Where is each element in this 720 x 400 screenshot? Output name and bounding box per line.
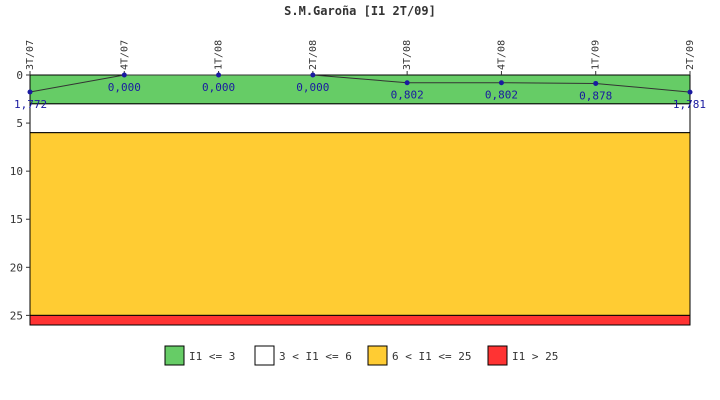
- y-tick-label: 25: [10, 309, 23, 322]
- x-tick-label: 3T/07: [25, 40, 36, 70]
- data-label: 0,000: [108, 81, 141, 94]
- legend-swatch: [487, 345, 508, 366]
- data-point: [593, 80, 599, 86]
- data-point: [216, 72, 222, 78]
- plot-frame: [29, 74, 691, 326]
- data-label: 0,000: [296, 81, 329, 94]
- legend: I1 <= 3 3 < I1 <= 6 6 < I1 <= 25 I1 > 25: [164, 345, 558, 366]
- y-tick-label: 5: [16, 117, 23, 130]
- y-axis: 0 5 10 15 20 25: [10, 69, 30, 322]
- data-label: 1,781: [673, 98, 706, 111]
- data-label: 0,000: [202, 81, 235, 94]
- legend-swatch: [367, 345, 388, 366]
- data-point: [404, 80, 410, 86]
- chart-title: S.M.Garoña [I1 2T/09]: [284, 4, 436, 18]
- plot-border: [29, 74, 691, 326]
- series-line: 1,772 0,000 0,000 0,000 0,802 0,802 0,878 1,781: [14, 72, 706, 111]
- band-3: [29, 314, 691, 326]
- x-axis: 3T/07 4T/07 1T/08 2T/08 3T/08 4T/08 1T/09 2T/09: [25, 40, 696, 75]
- data-point: [498, 80, 504, 86]
- data-label: 0,802: [485, 89, 518, 102]
- y-tick-label: 20: [10, 261, 23, 274]
- x-tick-label: 1T/09: [591, 40, 602, 70]
- legend-label: 6 < I1 <= 25: [392, 350, 471, 363]
- y-tick-label: 15: [10, 213, 23, 226]
- data-point: [27, 89, 33, 95]
- x-tick-label: 3T/08: [402, 40, 413, 70]
- legend-label: I1 <= 3: [189, 350, 235, 363]
- x-tick-label: 2T/08: [308, 40, 319, 70]
- data-point: [687, 89, 693, 95]
- data-label: 1,772: [14, 98, 47, 111]
- band-2: [29, 132, 691, 316]
- data-point: [310, 72, 316, 78]
- x-tick-label: 4T/07: [119, 40, 130, 70]
- legend-label: 3 < I1 <= 6: [279, 350, 352, 363]
- x-tick-label: 2T/09: [685, 40, 696, 70]
- y-tick-label: 10: [10, 165, 23, 178]
- x-tick-label: 4T/08: [496, 40, 507, 70]
- band-1: [29, 103, 691, 134]
- data-label: 0,878: [579, 89, 612, 102]
- band-0: [29, 74, 691, 105]
- threshold-bands: [29, 74, 691, 326]
- data-label: 0,802: [391, 89, 424, 102]
- legend-label: I1 > 25: [512, 350, 558, 363]
- legend-swatch: [164, 345, 185, 366]
- x-tick-label: 1T/08: [214, 40, 225, 70]
- series-line-path: [29, 74, 691, 93]
- y-tick-label: 0: [16, 69, 23, 82]
- legend-swatch: [254, 345, 275, 366]
- data-point: [121, 72, 127, 78]
